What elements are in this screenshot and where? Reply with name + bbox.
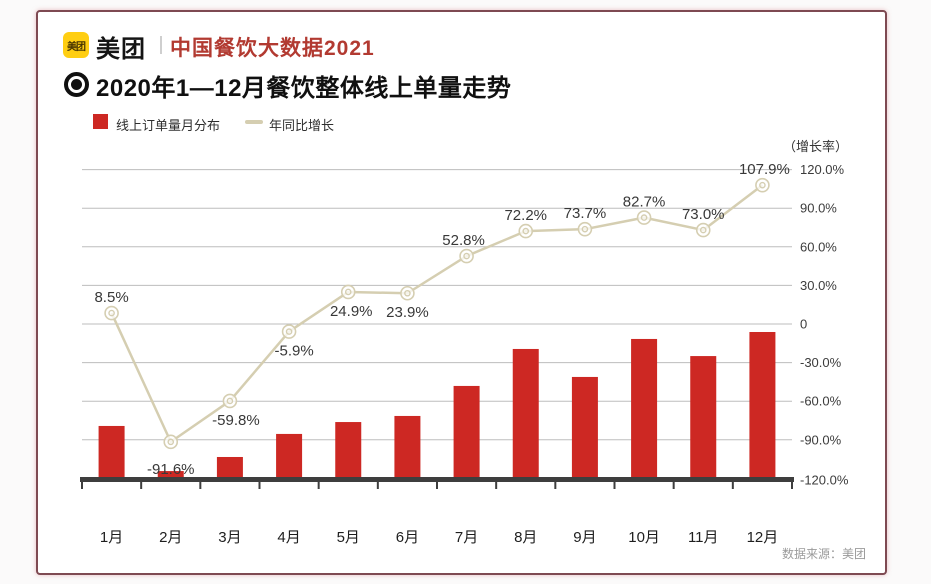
- data-label-1月: 8.5%: [94, 289, 128, 306]
- x-label-8月: 8月: [514, 529, 537, 546]
- right-axis-tick: 30.0%: [800, 278, 837, 293]
- x-axis: [80, 477, 794, 482]
- data-label-10月: 82.7%: [623, 194, 666, 211]
- legend-line-label: 年同比增长: [269, 118, 335, 133]
- x-label-1月: 1月: [100, 529, 123, 546]
- line-point-inner: [640, 214, 648, 221]
- right-axis-tick: -90.0%: [800, 432, 842, 447]
- line-point-7月: [459, 248, 474, 264]
- line-point-inner: [167, 438, 175, 446]
- line-point-inner: [463, 252, 470, 260]
- growth-line: [110, 184, 764, 444]
- meituan-logo-text: 美团: [67, 41, 86, 53]
- x-label-9月: 9月: [573, 529, 596, 546]
- brand-name: 美团: [96, 36, 146, 63]
- x-axis-tick: [436, 482, 438, 489]
- x-label-5月: 5月: [337, 529, 360, 546]
- data-label-9月: 73.7%: [564, 205, 607, 222]
- line-point-12月: [755, 177, 770, 193]
- header-divider: [160, 36, 162, 54]
- x-axis-tick: [199, 482, 202, 489]
- x-label-12月: 12月: [747, 529, 779, 546]
- data-label-7月: 52.8%: [442, 232, 485, 249]
- bar-2月: [157, 471, 184, 477]
- line-point-inner: [404, 289, 411, 297]
- bar-5月: [335, 422, 362, 477]
- line-point-2月: [163, 434, 179, 450]
- data-label-2月: -91.6%: [147, 461, 195, 478]
- page-title: 2020年1—12月餐饮整体线上单量走势: [96, 75, 512, 102]
- data-label-4月: -5.9%: [274, 343, 313, 360]
- line-point-4月: [281, 324, 297, 339]
- data-label-3月: -59.8%: [212, 412, 260, 429]
- x-label-10月: 10月: [628, 529, 660, 546]
- bar-7月: [453, 385, 480, 477]
- x-axis-tick: [140, 482, 143, 489]
- line-point-inner: [759, 181, 766, 189]
- bar-8月: [512, 348, 539, 477]
- line-point-inner: [581, 225, 589, 233]
- line-point-8月: [518, 223, 534, 239]
- x-axis-tick: [672, 482, 675, 489]
- x-axis-tick: [791, 482, 793, 489]
- meituan-logo-icon: 美团: [63, 32, 89, 58]
- x-label-6月: 6月: [396, 529, 419, 546]
- x-axis-tick: [554, 482, 557, 489]
- line-point-5月: [340, 284, 356, 300]
- x-axis-tick: [495, 482, 498, 489]
- line-point-3月: [222, 393, 238, 409]
- bar-9月: [571, 376, 598, 477]
- right-axis-tick: -30.0%: [800, 355, 842, 370]
- card: 美团 美团 中国餐饮大数据2021 2020年1—12月餐饮整体线上单量走势 线…: [36, 10, 887, 575]
- x-axis-tick: [613, 482, 616, 489]
- bar-10月: [631, 338, 658, 477]
- line-point-9月: [577, 221, 593, 237]
- right-axis-tick: -60.0%: [800, 394, 842, 409]
- data-label-8月: 72.2%: [504, 207, 547, 224]
- x-label-11月: 11月: [688, 529, 719, 546]
- source-note: 数据来源：美团: [781, 547, 866, 561]
- line-point-inner: [285, 328, 293, 335]
- right-axis-title: （增长率）: [783, 139, 849, 154]
- bar-1月: [98, 425, 125, 477]
- bar-4月: [276, 433, 303, 477]
- header-subtitle: 中国餐饮大数据2021: [170, 37, 375, 60]
- data-label-6月: 23.9%: [386, 304, 429, 321]
- line-point-10月: [636, 210, 652, 225]
- right-axis-tick: 90.0%: [800, 201, 837, 216]
- title-bullet-icon: [64, 72, 89, 97]
- data-label-11月: 73.0%: [682, 206, 725, 223]
- x-axis-tick: [317, 482, 320, 489]
- x-axis-tick: [81, 482, 83, 489]
- right-axis-tick: -120.0%: [800, 473, 849, 488]
- bar-12月: [749, 332, 776, 477]
- line-point-6月: [400, 285, 415, 301]
- x-label-4月: 4月: [277, 529, 300, 546]
- x-axis-tick: [731, 482, 734, 489]
- legend-line-swatch: [245, 120, 263, 124]
- data-label-5月: 24.9%: [330, 303, 373, 320]
- line-point-inner: [522, 227, 530, 235]
- legend-bar-label: 线上订单量月分布: [116, 118, 221, 133]
- legend-bar-swatch: [93, 114, 108, 129]
- bar-3月: [216, 456, 243, 477]
- line-point-inner: [344, 288, 352, 296]
- x-label-2月: 2月: [159, 529, 182, 546]
- right-axis-tick: 120.0%: [800, 162, 845, 177]
- x-axis-tick: [258, 482, 261, 489]
- line-point-1月: [104, 305, 119, 321]
- data-label-12月: 107.9%: [739, 161, 790, 178]
- x-label-7月: 7月: [455, 529, 478, 546]
- line-point-inner: [226, 397, 234, 405]
- x-axis-tick: [376, 482, 379, 489]
- x-label-3月: 3月: [218, 529, 241, 546]
- line-point-inner: [699, 226, 707, 234]
- bar-11月: [690, 356, 717, 477]
- right-axis-tick: 60.0%: [800, 239, 837, 254]
- line-point-11月: [695, 222, 711, 238]
- right-axis-tick: 0: [800, 317, 807, 332]
- bar-6月: [394, 415, 421, 477]
- line-point-inner: [108, 309, 115, 317]
